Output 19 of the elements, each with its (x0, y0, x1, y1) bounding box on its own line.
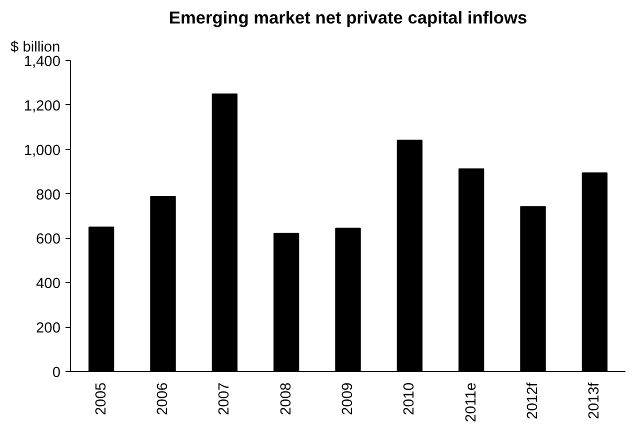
x-tick-label: 2009 (340, 382, 356, 416)
x-tick-label: 2012f (525, 382, 541, 420)
x-tick-label: 2008 (278, 382, 294, 416)
x-tick-label: 2011e (463, 382, 480, 422)
y-tick-label: 800 (36, 187, 61, 204)
chart-title: Emerging market net private capital inflows (168, 8, 528, 28)
y-tick-label: 600 (36, 232, 61, 248)
x-tick-label: 2005 (93, 382, 110, 416)
x-tick-label: 2006 (155, 382, 171, 416)
x-tick-label: 2013f (586, 382, 603, 420)
y-axis-title: $ billion (10, 40, 60, 56)
y-tick-label: 200 (36, 320, 61, 337)
y-tick-label: 1,400 (24, 54, 61, 70)
y-tick-label: 0 (52, 365, 61, 381)
x-tick-label: 2007 (216, 382, 233, 416)
y-tick-label: 1,000 (24, 142, 61, 159)
y-tick-label: 400 (36, 276, 61, 292)
x-tick-label: 2010 (402, 382, 418, 416)
y-tick-label: 1,200 (24, 98, 61, 114)
